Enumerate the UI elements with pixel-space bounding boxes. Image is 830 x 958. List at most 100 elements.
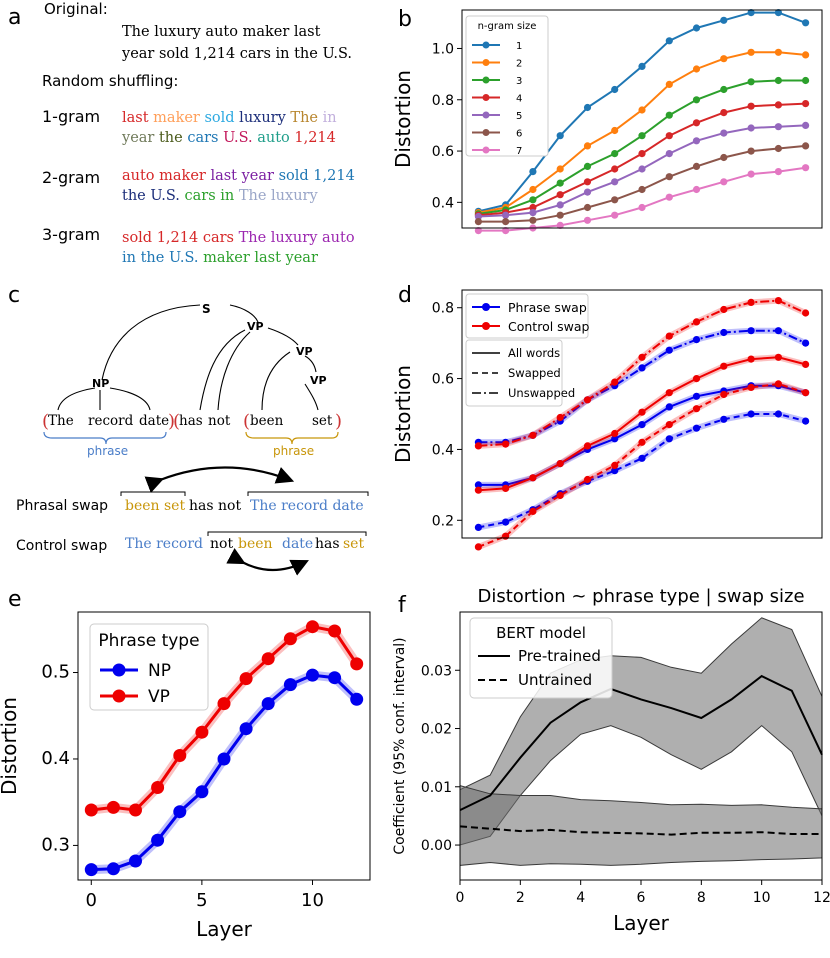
- data-point: [720, 129, 728, 137]
- data-point: [802, 19, 810, 27]
- data-point: [747, 102, 755, 110]
- data-point: [720, 178, 728, 186]
- x-tick-label: 10: [301, 890, 324, 911]
- y-tick-label: 0.5: [41, 662, 70, 683]
- data-point: [638, 353, 646, 361]
- data-point: [328, 624, 342, 638]
- phrasal-swap-has-not: has not: [189, 498, 241, 514]
- legend-label: 1: [516, 41, 522, 52]
- phrasal-swap-been-set: been set: [125, 498, 185, 514]
- data-point: [556, 201, 564, 209]
- phrase-label-1: phrase: [87, 444, 128, 458]
- data-point: [774, 9, 783, 17]
- data-point: [747, 410, 755, 418]
- phrasal-swap-the-record-date: The record date: [250, 498, 364, 514]
- data-point: [328, 671, 342, 685]
- panel-letter-e: e: [8, 587, 22, 612]
- data-point: [106, 862, 120, 876]
- legend-marker: [482, 129, 490, 136]
- data-point: [692, 424, 701, 432]
- data-point: [638, 408, 646, 416]
- phrasal-swap-arrow: [144, 466, 295, 493]
- ci-band: [459, 784, 823, 866]
- paren-open-2: (: [173, 411, 180, 432]
- data-point: [774, 297, 783, 305]
- data-point: [638, 454, 646, 462]
- shuffled-token: last: [122, 110, 149, 126]
- data-point: [529, 196, 537, 204]
- style-legend-label: All words: [508, 346, 560, 360]
- data-point: [151, 781, 165, 794]
- x-tick-label: 12: [813, 890, 830, 906]
- data-point: [747, 124, 755, 132]
- legend-label: 2: [516, 59, 522, 70]
- data-point: [350, 692, 364, 706]
- data-point: [583, 142, 592, 150]
- data-point: [638, 62, 646, 70]
- x-tick-label: 8: [697, 890, 706, 906]
- data-point: [802, 142, 810, 150]
- phrase-brace-2: [245, 431, 339, 445]
- data-point: [774, 353, 783, 361]
- data-point: [611, 150, 619, 158]
- ngram-row-label: 2-gram: [42, 168, 100, 187]
- data-point: [747, 383, 755, 391]
- legend-marker: [482, 94, 490, 101]
- word-the: The: [48, 413, 74, 429]
- data-point: [474, 523, 482, 532]
- x-tick-label: 6: [637, 890, 646, 906]
- data-point: [665, 150, 673, 158]
- y-tick-label: 0.00: [421, 838, 452, 854]
- y-tick-label: 0.4: [41, 748, 70, 769]
- data-point: [692, 185, 701, 194]
- legend-marker: [482, 76, 490, 84]
- shuffled-token: last year: [206, 168, 274, 184]
- data-point: [239, 672, 253, 686]
- data-point: [106, 800, 120, 814]
- data-point: [665, 435, 673, 443]
- original-line-2: year sold 1,214 cars in the U.S.: [121, 46, 352, 62]
- shuffled-line: year the cars U.S. auto 1,214: [121, 130, 336, 146]
- tree-edge-vp-vp2: [267, 327, 299, 346]
- legend-label: 3: [516, 76, 522, 87]
- node-vp-1: VP: [247, 320, 264, 333]
- data-point: [261, 652, 275, 666]
- panel-letter-b: b: [398, 7, 412, 32]
- data-point: [556, 132, 564, 140]
- data-point: [802, 121, 810, 129]
- data-point: [529, 203, 537, 212]
- data-point: [556, 221, 564, 229]
- data-point: [720, 153, 728, 162]
- data-point: [802, 360, 810, 368]
- data-point: [195, 725, 209, 739]
- chart-e-frame: [77, 611, 371, 881]
- data-point: [474, 486, 482, 494]
- data-point: [774, 101, 783, 109]
- tree-edge-vp2-vp3: [304, 355, 317, 373]
- data-point: [583, 396, 592, 404]
- data-point: [720, 415, 728, 423]
- legend-label: 7: [516, 146, 522, 157]
- word-record: record: [88, 413, 134, 429]
- data-point: [774, 168, 783, 176]
- data-point: [306, 668, 319, 682]
- data-point: [474, 227, 482, 235]
- legend-label: Phrase swap: [508, 300, 587, 315]
- ngram-row-label: 3-gram: [42, 225, 100, 244]
- data-point: [239, 722, 253, 736]
- control-swap-date: date: [282, 536, 313, 552]
- data-point: [556, 413, 564, 422]
- phrase-brace-1: [43, 431, 167, 445]
- legend-label: Control swap: [508, 319, 590, 334]
- data-point: [720, 16, 728, 24]
- data-point: [774, 48, 783, 56]
- data-point: [638, 185, 646, 194]
- data-point: [151, 833, 165, 847]
- paren-close-3: ): [335, 411, 342, 432]
- data-point: [638, 106, 646, 114]
- bracket-control: [207, 531, 367, 536]
- data-point: [692, 24, 701, 32]
- data-point: [692, 119, 701, 127]
- data-point: [692, 137, 701, 145]
